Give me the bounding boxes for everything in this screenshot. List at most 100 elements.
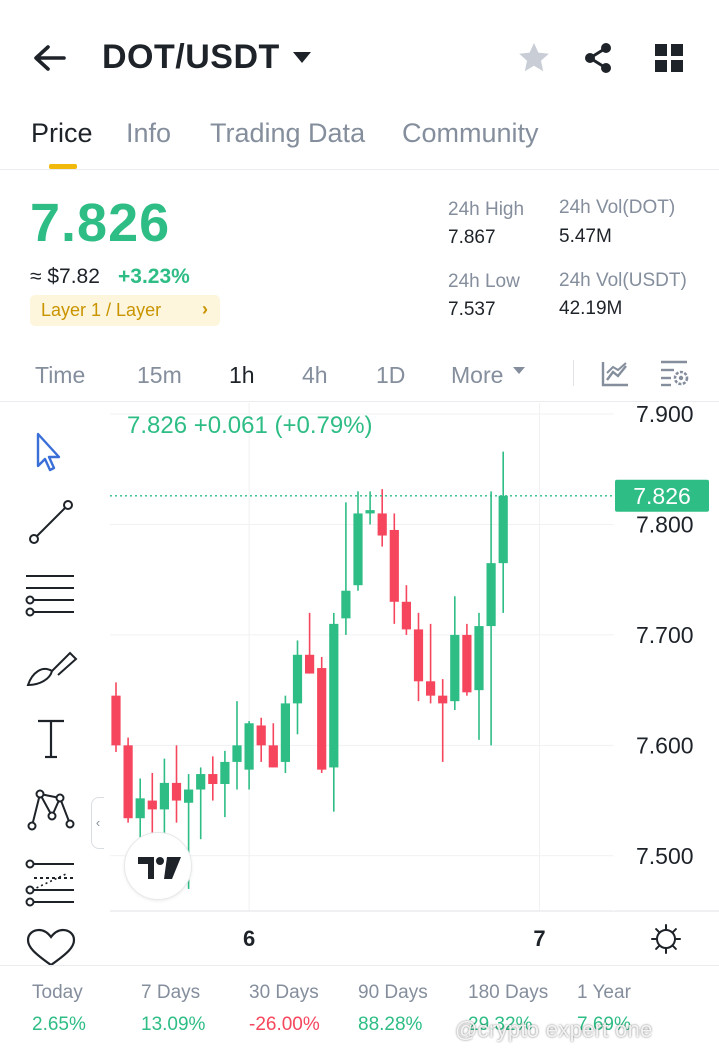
perf-90d-value: 88.28%: [358, 1014, 423, 1035]
candle-body: [341, 590, 351, 619]
tab-trading-data[interactable]: Trading Data: [210, 118, 366, 148]
timeframe-more[interactable]: More: [451, 362, 504, 388]
candle-body: [426, 681, 436, 696]
heart-icon[interactable]: [22, 927, 80, 967]
vol-dot-value: 5.47M: [559, 226, 612, 247]
candle-body: [389, 530, 399, 602]
timeframe-4h[interactable]: 4h: [302, 362, 328, 388]
perf-180d-label: 180 Days: [468, 982, 549, 1003]
back-arrow-icon[interactable]: [30, 40, 70, 76]
share-icon[interactable]: [580, 40, 616, 76]
y-tick-label: 7.900: [636, 403, 694, 427]
y-tick-label: 7.500: [636, 843, 694, 869]
fib-retracement-icon[interactable]: [22, 858, 80, 910]
usd-equivalent: ≈ $7.82: [30, 265, 100, 288]
perf-7d-label: 7 Days: [141, 982, 201, 1003]
vol-usdt-label: 24h Vol(USDT): [559, 270, 687, 291]
tradingview-logo: [124, 832, 192, 900]
star-icon[interactable]: [516, 40, 552, 76]
x-tick-label: 6: [243, 926, 255, 951]
candle-body: [280, 703, 290, 762]
timeframe-1h[interactable]: 1h: [229, 362, 255, 388]
low-label: 24h Low: [448, 271, 520, 292]
cursor-icon[interactable]: [22, 428, 80, 480]
candle-body: [317, 668, 327, 770]
indicator-icon[interactable]: [600, 360, 630, 388]
candle-body: [450, 634, 460, 702]
section-tabs: Price Info Trading Data Community: [0, 112, 719, 170]
candle-body: [401, 601, 411, 630]
candle-body: [159, 782, 169, 810]
candle-body: [268, 745, 278, 768]
performance-strip: Today 2.65% 7 Days 13.09% 30 Days -26.00…: [0, 965, 719, 1052]
high-label: 24h High: [448, 199, 525, 220]
price-change-percent: +3.23%: [118, 265, 190, 288]
candle-body: [171, 782, 182, 801]
category-tag-label: Layer 1 / Layer: [41, 300, 162, 320]
trend-line-icon[interactable]: [22, 497, 80, 549]
perf-180d-value: 29.32%: [468, 1014, 533, 1035]
x-tick-label: 7: [533, 926, 545, 951]
timeframe-bar: Time 15m 1h 4h 1D More: [0, 352, 719, 402]
candle-body: [292, 654, 303, 704]
drawing-toolbar: [0, 405, 110, 967]
candle-body: [208, 774, 218, 784]
candle-body: [305, 654, 315, 674]
y-tick-label: 7.700: [636, 622, 694, 648]
brush-icon[interactable]: [22, 645, 80, 697]
candle-body: [147, 800, 157, 810]
more-caret-icon[interactable]: [513, 367, 525, 374]
candle-body: [244, 723, 254, 770]
trading-pair-title[interactable]: DOT/USDT: [102, 38, 280, 76]
pattern-icon[interactable]: [22, 786, 80, 838]
tradingview-logo-icon: [138, 857, 181, 879]
perf-today-value: 2.65%: [32, 1014, 86, 1035]
tab-price[interactable]: Price: [31, 118, 93, 148]
current-price-label: 7.826: [633, 483, 691, 509]
caret-down-icon[interactable]: [293, 52, 311, 63]
active-tab-indicator: [49, 164, 77, 169]
chart-settings-icon[interactable]: [659, 358, 691, 388]
perf-1y-value: 7.69%: [577, 1014, 631, 1035]
candle-body: [111, 695, 121, 746]
divider: [573, 360, 574, 386]
timeframe-15m[interactable]: 15m: [137, 362, 182, 388]
chevron-right-icon: ›: [202, 299, 208, 319]
perf-7d-value: 13.09%: [141, 1014, 206, 1035]
tab-info[interactable]: Info: [126, 118, 172, 148]
high-value: 7.867: [448, 227, 496, 248]
candle-body: [196, 774, 206, 790]
candle-body: [353, 513, 363, 586]
perf-30d-value: -26.00%: [249, 1014, 320, 1035]
candle-body: [184, 789, 194, 803]
timeframe-1d[interactable]: 1D: [376, 362, 406, 388]
candle-body: [256, 725, 266, 746]
candle-body: [413, 629, 424, 682]
perf-30d-label: 30 Days: [249, 982, 319, 1003]
candle-body: [498, 495, 508, 564]
timeframe-time[interactable]: Time: [35, 362, 86, 388]
candle-body: [329, 623, 339, 768]
grid-icon[interactable]: [651, 40, 687, 76]
text-tool-icon[interactable]: [22, 713, 80, 765]
toolbar-collapse-handle[interactable]: ‹: [91, 797, 104, 849]
tab-community[interactable]: Community: [402, 118, 539, 148]
ohlc-change: +0.061: [193, 412, 268, 439]
candle-body: [365, 510, 375, 514]
vol-dot-label: 24h Vol(DOT): [559, 197, 676, 218]
ohlc-summary: 7.826 +0.061 (+0.79%): [127, 412, 373, 440]
candlestick-chart[interactable]: 7.900 7.800 7.700 7.600 7.500 6 7 7.826: [0, 403, 719, 965]
candle-body: [232, 745, 242, 762]
candle-body: [486, 563, 496, 627]
last-price: 7.826: [30, 193, 171, 253]
candle-body: [438, 695, 448, 704]
ohlc-last: 7.826: [127, 412, 188, 439]
candle-body: [135, 798, 145, 819]
candle-body: [474, 626, 484, 691]
watermark: @crypto expert one: [455, 1017, 653, 1042]
perf-today-label: Today: [32, 982, 83, 1003]
axis-settings-gear-icon[interactable]: [651, 924, 681, 954]
category-tag[interactable]: Layer 1 / Layer ›: [30, 295, 220, 326]
y-tick-label: 7.800: [636, 511, 694, 537]
horizontal-lines-icon[interactable]: [22, 570, 80, 622]
